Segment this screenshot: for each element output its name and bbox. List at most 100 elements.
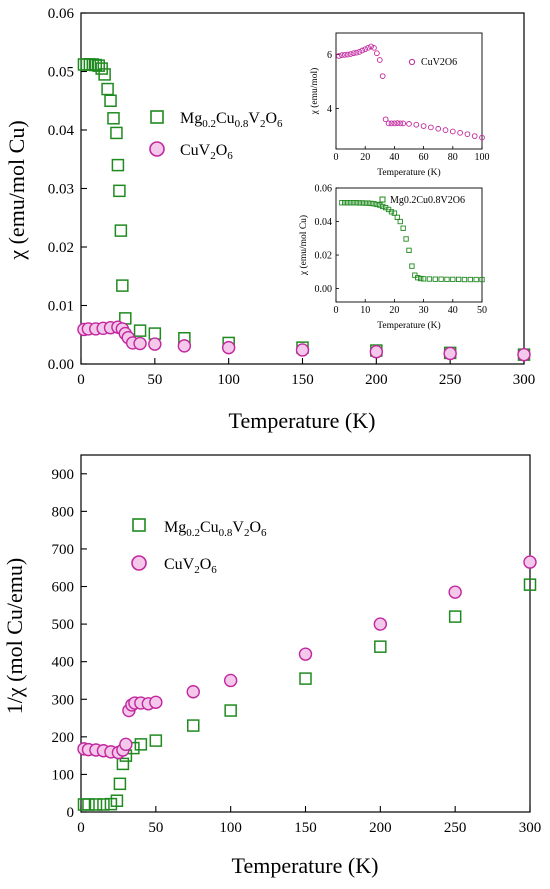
inset1-legend-label: CuV2O6 [421, 57, 457, 68]
data-point-circle [479, 134, 485, 141]
data-point-square [371, 201, 377, 207]
data-point-square [113, 184, 126, 198]
inset-mg-doped: 0 10 20 30 40 50 0.00 0.02 0.04 0.06 Mg0.2Cu0.8V… [298, 184, 487, 332]
bottom-y-axis-title: 1/χ (mol Cu/emu) [2, 558, 27, 714]
data-point-square [114, 224, 128, 237]
data-point-circle [362, 46, 369, 53]
y-tick-label: 500 [52, 617, 75, 633]
data-point-square [149, 734, 163, 747]
data-point-square [77, 798, 91, 811]
data-point-circle [442, 127, 449, 133]
data-point-circle [443, 346, 457, 361]
data-point-square [394, 214, 400, 220]
data-point-square [523, 578, 537, 591]
inset-cuv2o6: 0 20 40 60 80 100 4 6 CuV2O6 Temperature (K) χ… [309, 32, 490, 178]
legend-label-cuv: CuV2O6 [180, 142, 233, 162]
data-point-square [473, 276, 479, 283]
y-tick-label: 600 [52, 580, 75, 596]
y-tick-label: 100 [52, 767, 75, 783]
data-point-square [116, 279, 129, 292]
data-point-square [359, 200, 365, 206]
data-point-circle [353, 49, 360, 56]
data-point-square [89, 798, 103, 811]
y-tick-label: 800 [52, 504, 75, 520]
data-point-square [479, 276, 485, 283]
inset1-x-axis-title: Temperature (K) [377, 167, 440, 178]
y-tick-label: 0.01 [48, 299, 74, 315]
data-point-circle [374, 50, 380, 57]
data-point-square [353, 200, 360, 206]
data-point-circle [376, 57, 383, 63]
data-point-square [187, 719, 200, 732]
data-point-square [110, 794, 124, 807]
data-point-circle [397, 120, 404, 127]
data-point-square [461, 276, 468, 283]
top-legend: Mg0.2Cu0.8V2O6 CuV2O6 [149, 110, 283, 162]
data-point-square [134, 738, 148, 751]
data-point-square [365, 200, 371, 206]
legend-label-mg: Mg0.2Cu0.8V2O6 [180, 110, 283, 130]
y-tick-label: 6 [327, 50, 332, 61]
data-point-square [368, 200, 374, 207]
inset2-data-points [339, 200, 485, 283]
data-point-square [356, 200, 363, 206]
data-point-circle [464, 131, 471, 138]
data-point-square [444, 276, 450, 283]
x-tick-label: 100 [219, 820, 242, 836]
data-point-square [342, 200, 348, 206]
inset2-y-ticks: 0.00 0.02 0.04 0.06 [315, 184, 339, 295]
y-tick-label: 0.03 [48, 182, 74, 198]
bottom-x-ticks: 0 50 100 150 200 250 300 [77, 806, 541, 836]
x-tick-label: 100 [475, 152, 490, 163]
y-tick-label: 4 [327, 104, 332, 115]
inset2-legend-marker [379, 196, 386, 203]
data-point-square [101, 82, 114, 96]
data-point-circle [149, 695, 163, 709]
data-point-circle [133, 336, 147, 351]
data-point-circle [448, 585, 462, 599]
x-tick-label: 50 [148, 820, 163, 836]
data-point-square [426, 276, 433, 282]
bottom-data-points [77, 555, 537, 811]
data-point-square [450, 276, 456, 283]
y-tick-label: 700 [52, 542, 75, 558]
bottom-chart: 0 50 100 150 200 250 300 0 100 200 300 400 500 600 70… [2, 454, 541, 878]
data-point-circle [221, 340, 236, 355]
inset1-data-points [336, 43, 485, 141]
x-tick-label: 200 [369, 820, 392, 836]
data-point-square [403, 236, 409, 242]
legend-marker-mg [150, 110, 164, 124]
y-tick-label: 0.06 [48, 6, 75, 22]
bottom-legend: Mg0.2Cu0.8V2O6 CuV2O6 [131, 518, 267, 576]
data-point-square [397, 218, 403, 225]
data-point-square [418, 275, 424, 282]
y-tick-label: 0.05 [48, 65, 74, 81]
data-point-square [224, 704, 237, 717]
data-point-circle [119, 737, 133, 752]
y-tick-label: 0 [67, 805, 75, 821]
data-point-circle [186, 685, 200, 699]
x-tick-label: 150 [294, 820, 317, 836]
x-tick-label: 150 [291, 372, 314, 388]
data-point-square [82, 798, 95, 811]
x-tick-label: 80 [448, 152, 458, 163]
data-point-square [374, 640, 387, 653]
y-tick-label: 0.06 [315, 184, 333, 195]
data-point-circle [359, 47, 366, 54]
inset1-legend-marker [408, 58, 416, 66]
data-point-circle [449, 128, 456, 135]
x-tick-label: 20 [389, 305, 399, 316]
data-point-square [420, 276, 427, 282]
y-tick-label: 300 [52, 692, 75, 708]
data-point-circle [369, 345, 384, 359]
y-tick-label: 0.00 [48, 357, 74, 373]
top-y-ticks: 0.00 0.01 0.02 0.03 0.04 0.05 0.06 [48, 6, 87, 373]
data-point-square [406, 247, 412, 254]
data-point-square [111, 158, 125, 172]
y-tick-label: 400 [52, 655, 75, 671]
data-point-circle [295, 343, 310, 357]
y-tick-label: 900 [52, 467, 75, 483]
data-point-circle [344, 51, 351, 58]
data-point-circle [435, 125, 442, 132]
legend-label-cuv: CuV2O6 [164, 556, 217, 576]
